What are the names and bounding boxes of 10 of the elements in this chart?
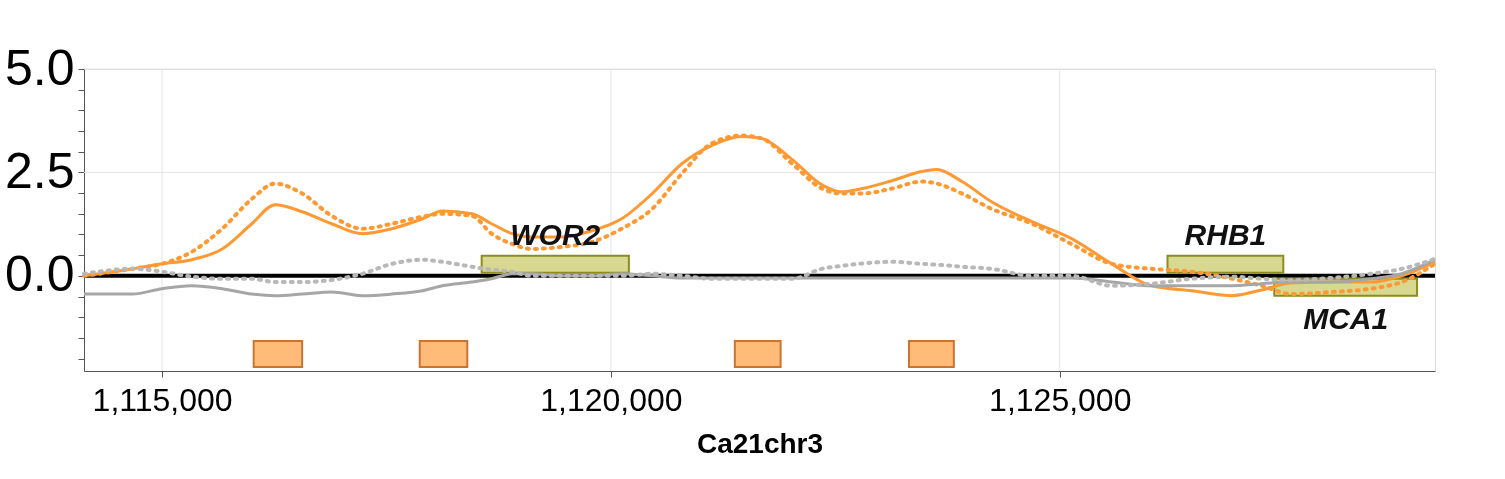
x-tick-label: 1,115,000 xyxy=(92,381,233,418)
y-tick-label: 5.0 xyxy=(4,39,75,96)
y-tick-label: 0.0 xyxy=(4,246,75,303)
x-axis-title: Ca21chr3 xyxy=(696,427,824,459)
line-series xyxy=(82,256,1437,288)
x-tick-label: 1,125,000 xyxy=(989,381,1132,418)
x-tick-label: 1,120,000 xyxy=(540,381,683,418)
band-label: RHB1 xyxy=(1184,217,1267,251)
y-tick-label: 2.5 xyxy=(4,142,75,199)
band-label: MCA1 xyxy=(1303,301,1389,335)
